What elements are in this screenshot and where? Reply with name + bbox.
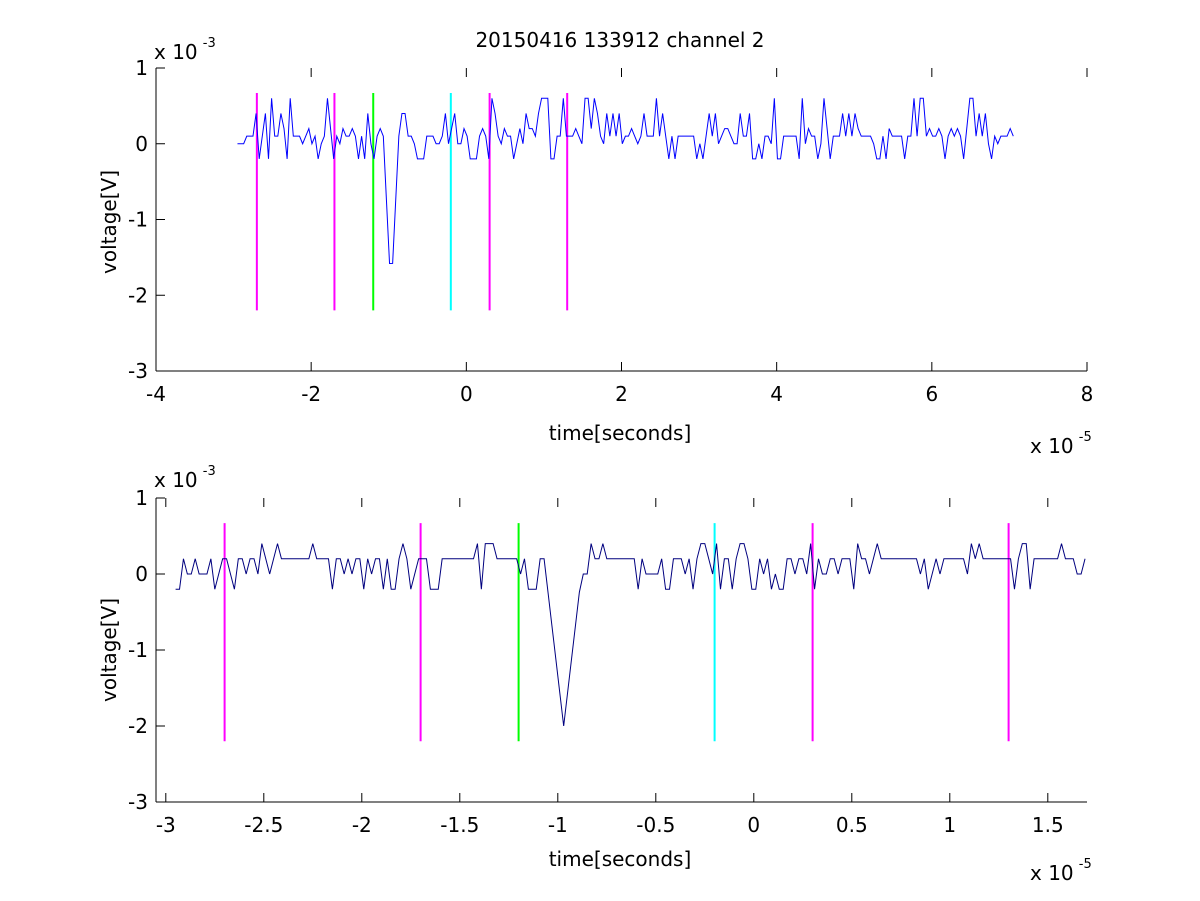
top-y-tick-label: -2 bbox=[128, 283, 148, 307]
bottom-y-tick-label: -1 bbox=[128, 638, 148, 662]
top-x-tick-label: -2 bbox=[301, 382, 321, 406]
top-plot-area bbox=[156, 68, 1087, 371]
top-voltage-trace bbox=[237, 97, 1014, 264]
top-y-tick-label: -1 bbox=[128, 208, 148, 232]
top-y-ticks: -3 -2 -1 0 1 bbox=[128, 56, 165, 383]
bottom-x-tick-label: -1.5 bbox=[440, 813, 479, 837]
bottom-y-tick-label: -3 bbox=[128, 790, 148, 814]
top-x-tick-label: 2 bbox=[615, 382, 628, 406]
top-y-axis-label: voltage[V] bbox=[97, 170, 121, 274]
bottom-x-tick-label: -0.5 bbox=[636, 813, 675, 837]
bottom-x-tick-label: 1.5 bbox=[1032, 813, 1064, 837]
bottom-x-tick-label: -2 bbox=[352, 813, 372, 837]
top-x-scale-label: x 10 -5 bbox=[1030, 430, 1092, 458]
bottom-subplot: -3 -2.5 -2 -1.5 -1 -0.5 0 0.5 1 1.5 -3 -2 -1 0 1 time… bbox=[97, 464, 1092, 885]
top-x-ticks: -4 -2 0 2 4 6 8 bbox=[146, 68, 1093, 406]
bottom-x-tick-label: -1 bbox=[548, 813, 568, 837]
bottom-voltage-trace bbox=[175, 543, 1086, 727]
bottom-y-tick-label: -2 bbox=[128, 714, 148, 738]
top-x-tick-label: 0 bbox=[460, 382, 473, 406]
top-x-tick-label: 6 bbox=[925, 382, 938, 406]
bottom-x-tick-label: 1 bbox=[943, 813, 956, 837]
bottom-x-tick-label: 0 bbox=[747, 813, 760, 837]
bottom-y-axis-label: voltage[V] bbox=[97, 598, 121, 702]
bottom-x-ticks: -3 -2.5 -2 -1.5 -1 -0.5 0 0.5 1 1.5 bbox=[156, 498, 1064, 837]
top-x-tick-label: 4 bbox=[770, 382, 783, 406]
top-y-scale-label: x 10 -3 bbox=[154, 36, 216, 64]
top-y-tick-label: 1 bbox=[135, 56, 148, 80]
top-x-tick-label: -4 bbox=[146, 382, 166, 406]
top-series bbox=[237, 97, 1014, 264]
bottom-y-ticks: -3 -2 -1 0 1 bbox=[128, 486, 165, 814]
bottom-x-tick-label: 0.5 bbox=[836, 813, 868, 837]
bottom-y-scale-label: x 10 -3 bbox=[154, 464, 216, 492]
bottom-plot-area bbox=[156, 498, 1087, 802]
top-y-tick-label: 0 bbox=[135, 132, 148, 156]
top-x-tick-label: 8 bbox=[1081, 382, 1094, 406]
bottom-y-tick-label: 0 bbox=[135, 562, 148, 586]
bottom-x-tick-label: -2.5 bbox=[244, 813, 283, 837]
bottom-x-axis-label: time[seconds] bbox=[549, 847, 692, 871]
bottom-x-tick-label: -3 bbox=[156, 813, 176, 837]
bottom-x-scale-label: x 10 -5 bbox=[1030, 857, 1092, 885]
bottom-y-tick-label: 1 bbox=[135, 486, 148, 510]
top-y-tick-label: -3 bbox=[128, 359, 148, 383]
bottom-series bbox=[175, 543, 1086, 727]
top-x-axis-label: time[seconds] bbox=[549, 421, 692, 445]
chart-title: 20150416 133912 channel 2 bbox=[475, 28, 764, 52]
top-subplot: -4 -2 0 2 4 6 8 -3 -2 -1 0 1 time[seconds] voltage… bbox=[97, 36, 1093, 458]
